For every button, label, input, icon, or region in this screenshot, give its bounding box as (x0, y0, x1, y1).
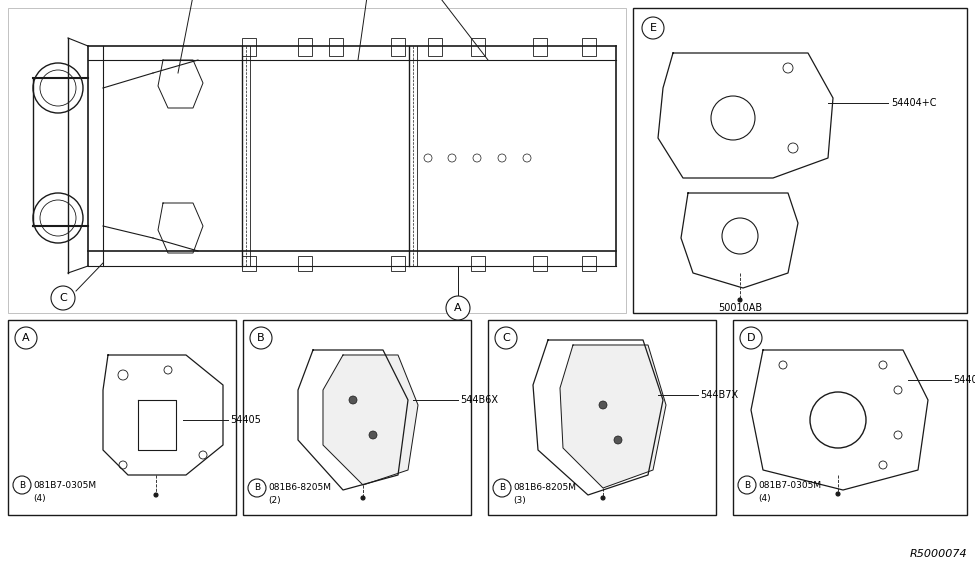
Polygon shape (658, 53, 833, 178)
Polygon shape (138, 400, 176, 450)
Bar (471, 38, 485, 56)
Bar (243, 320, 471, 515)
Text: B: B (257, 333, 265, 343)
Text: 081B6-8205M: 081B6-8205M (513, 483, 576, 492)
Circle shape (836, 492, 840, 496)
Circle shape (738, 298, 742, 302)
Text: 50010AB: 50010AB (718, 303, 762, 313)
Text: C: C (502, 333, 510, 343)
Circle shape (599, 401, 607, 409)
Bar (8, 320, 236, 515)
Text: 544B6X: 544B6X (460, 395, 498, 405)
Text: C: C (59, 293, 67, 303)
Text: 54405: 54405 (230, 415, 261, 425)
Bar (298, 256, 312, 271)
Polygon shape (681, 193, 798, 288)
Polygon shape (751, 350, 928, 490)
Bar (533, 38, 547, 56)
Bar (633, 8, 967, 313)
Circle shape (740, 327, 762, 349)
Text: B: B (499, 483, 505, 492)
Bar (242, 256, 256, 271)
Circle shape (361, 496, 365, 500)
Polygon shape (158, 203, 203, 253)
Text: (3): (3) (513, 496, 526, 505)
Text: 081B7-0305M: 081B7-0305M (33, 481, 97, 490)
Text: 54404: 54404 (953, 375, 975, 385)
Circle shape (250, 327, 272, 349)
Text: 54404+C: 54404+C (891, 98, 937, 108)
Circle shape (51, 286, 75, 310)
Text: D: D (747, 333, 756, 343)
Text: R5000074: R5000074 (910, 549, 967, 559)
Bar (582, 256, 596, 271)
Bar (298, 38, 312, 56)
Bar (471, 256, 485, 271)
Bar (582, 38, 596, 56)
Text: B: B (744, 481, 750, 490)
Bar (391, 38, 405, 56)
Circle shape (614, 436, 622, 444)
Circle shape (15, 327, 37, 349)
Bar (428, 38, 442, 56)
Text: (4): (4) (758, 494, 770, 503)
Polygon shape (323, 355, 418, 485)
Bar (242, 38, 256, 56)
Bar (733, 320, 967, 515)
Text: A: A (454, 303, 462, 313)
Circle shape (601, 496, 605, 500)
Circle shape (738, 476, 756, 494)
Polygon shape (158, 60, 203, 108)
Circle shape (349, 396, 357, 404)
Text: (2): (2) (268, 496, 281, 505)
Circle shape (248, 479, 266, 497)
Circle shape (369, 431, 377, 439)
Text: B: B (19, 481, 25, 490)
Circle shape (495, 327, 517, 349)
Bar (391, 256, 405, 271)
Polygon shape (298, 350, 408, 490)
Circle shape (446, 296, 470, 320)
Circle shape (154, 493, 158, 497)
Polygon shape (533, 340, 663, 495)
Circle shape (642, 17, 664, 39)
Circle shape (13, 476, 31, 494)
Text: E: E (649, 23, 656, 33)
Text: (4): (4) (33, 494, 46, 503)
Text: 544B7X: 544B7X (700, 390, 738, 400)
Circle shape (493, 479, 511, 497)
Text: A: A (22, 333, 30, 343)
Text: 081B6-8205M: 081B6-8205M (268, 483, 331, 492)
Text: 081B7-0305M: 081B7-0305M (758, 481, 821, 490)
Bar (533, 256, 547, 271)
Polygon shape (103, 355, 223, 475)
Bar (488, 320, 716, 515)
Text: B: B (254, 483, 260, 492)
Bar (329, 38, 343, 56)
Bar (8, 8, 626, 313)
Polygon shape (560, 345, 666, 488)
